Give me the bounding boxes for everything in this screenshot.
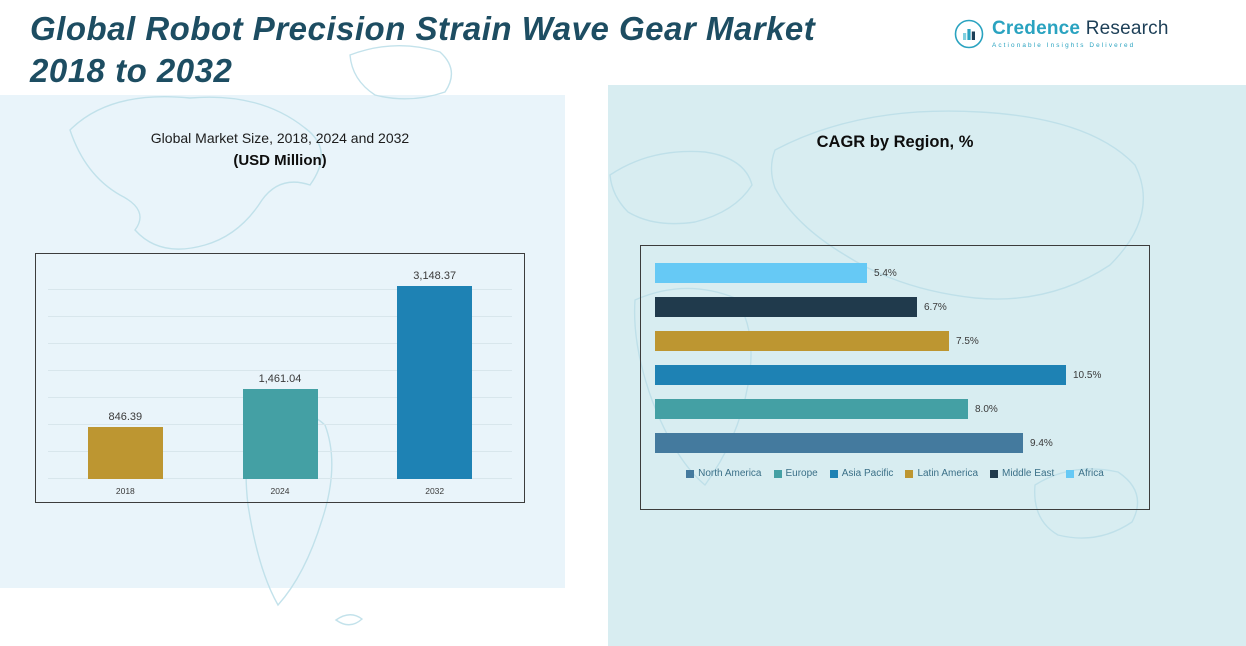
legend-swatch-latin-america — [905, 469, 914, 478]
bar-value-label-2018: 846.39 — [108, 411, 143, 423]
market-size-chart-subtitle: (USD Million) — [233, 152, 327, 169]
brand-tagline: Actionable Insights Delivered — [992, 42, 1136, 49]
cagr-bar-africa — [655, 263, 867, 283]
legend-label-asia-pacific: Asia Pacific — [841, 468, 894, 479]
legend-label-latin-america: Latin America — [917, 468, 979, 479]
cagr-row-europe: 8.0% — [655, 392, 1139, 426]
bar-2032 — [397, 286, 473, 479]
axis-label-2018: 2018 — [115, 486, 135, 496]
cagr-chart-title: CAGR by Region, % — [816, 133, 974, 151]
cagr-bar-asia-pacific — [655, 365, 1066, 385]
cagr-value-label-middle-east: 6.7% — [924, 301, 947, 313]
legend-swatch-middle-east — [990, 469, 999, 478]
cagr-value-label-latin-america: 7.5% — [956, 335, 979, 347]
axis-label-2032: 2032 — [425, 486, 445, 496]
cagr-value-label-africa: 5.4% — [874, 267, 897, 279]
cagr-bar-chart: 5.4% 6.7% 7.5% 10.5% 8.0% 9.4% North America E… — [640, 245, 1150, 510]
legend-label-europe: Europe — [785, 468, 818, 479]
legend-item-middle-east: Middle East — [990, 468, 1054, 479]
cagr-row-middle-east: 6.7% — [655, 290, 1139, 324]
bar-chart-logo-icon — [954, 19, 984, 49]
legend-item-africa: Africa — [1066, 468, 1104, 479]
legend-item-north-america: North America — [686, 468, 762, 479]
legend-swatch-asia-pacific — [829, 469, 838, 478]
bar-2018 — [87, 427, 163, 479]
bar-2024 — [242, 389, 318, 479]
cagr-plot-area: 5.4% 6.7% 7.5% 10.5% 8.0% 9.4% — [655, 256, 1139, 460]
legend-item-europe: Europe — [773, 468, 818, 479]
cagr-value-label-north-america: 9.4% — [1030, 437, 1053, 449]
market-size-chart-title: Global Market Size, 2018, 2024 and 2032 … — [35, 130, 525, 169]
page-title-line1: Global Robot Precision Strain Wave Gear … — [30, 10, 816, 47]
legend-label-north-america: North America — [698, 468, 762, 479]
cagr-row-north-america: 9.4% — [655, 426, 1139, 460]
cagr-bar-middle-east — [655, 297, 917, 317]
brand-logo-text: Credence Research Actionable Insights De… — [992, 18, 1169, 49]
market-size-plot-area: 846.39 1,461.04 3,148.37 — [48, 264, 512, 479]
legend-swatch-north-america — [686, 469, 695, 478]
page-title-line2: 2018 to 2032 — [30, 52, 233, 90]
bar-group-2032: 3,148.37 — [357, 264, 512, 479]
bar-group-2024: 1,461.04 — [203, 264, 358, 479]
brand-name: Credence Research — [992, 18, 1169, 40]
market-size-category-axis: 2018 2024 2032 — [48, 486, 512, 496]
brand-name-secondary: Research — [1085, 18, 1169, 39]
legend-item-latin-america: Latin America — [905, 468, 978, 479]
cagr-legend: North America Europe Asia Pacific Latin Ame… — [641, 468, 1149, 479]
cagr-bar-europe — [655, 399, 968, 419]
bar-value-label-2024: 1,461.04 — [258, 373, 302, 385]
brand-name-primary: Credence — [992, 18, 1081, 39]
market-size-bar-chart: 846.39 1,461.04 3,148.37 2018 2024 2032 — [35, 253, 525, 503]
cagr-row-latin-america: 7.5% — [655, 324, 1139, 358]
cagr-value-label-asia-pacific: 10.5% — [1073, 369, 1102, 381]
bar-value-label-2032: 3,148.37 — [413, 270, 457, 282]
cagr-row-africa: 5.4% — [655, 256, 1139, 290]
page-title: Global Robot Precision Strain Wave Gear … — [30, 8, 980, 92]
legend-label-middle-east: Middle East — [1002, 468, 1055, 479]
bar-group-2018: 846.39 — [48, 264, 203, 479]
brand-logo: Credence Research Actionable Insights De… — [953, 18, 1169, 50]
legend-swatch-africa — [1066, 469, 1075, 478]
legend-item-asia-pacific: Asia Pacific — [829, 468, 894, 479]
cagr-bar-north-america — [655, 433, 1023, 453]
axis-label-2024: 2024 — [270, 486, 290, 496]
cagr-value-label-europe: 8.0% — [975, 403, 998, 415]
cagr-bar-latin-america — [655, 331, 949, 351]
legend-label-africa: Africa — [1078, 468, 1104, 479]
cagr-row-asia-pacific: 10.5% — [655, 358, 1139, 392]
market-size-chart-title-text: Global Market Size, 2018, 2024 and 2032 — [150, 130, 410, 146]
legend-swatch-europe — [773, 469, 782, 478]
